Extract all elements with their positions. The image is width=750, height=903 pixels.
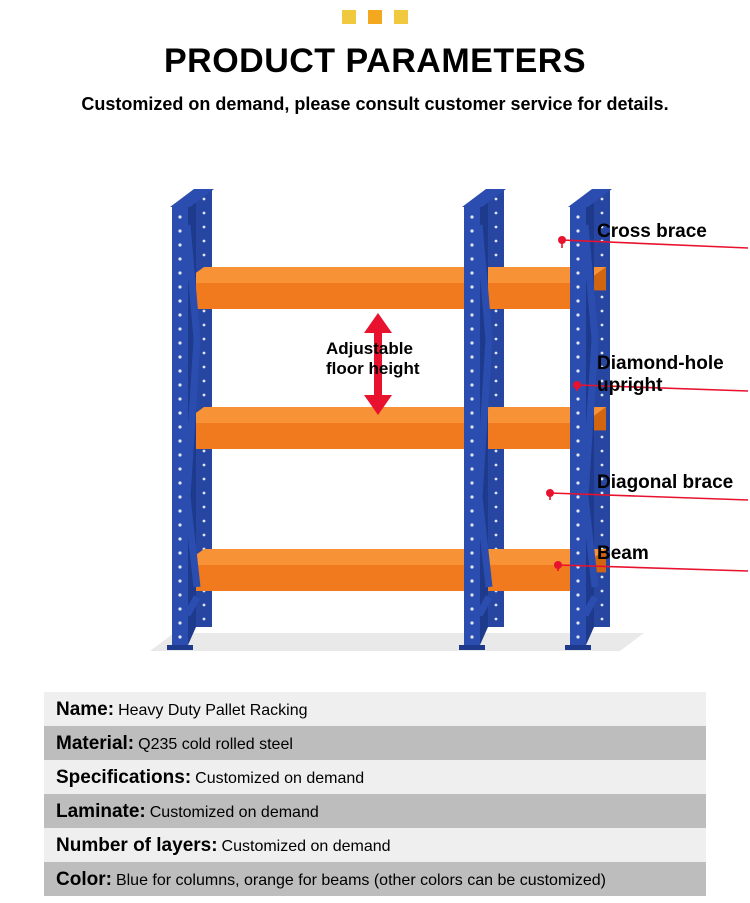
decor-square-2 (368, 10, 382, 24)
spec-key: Color: (56, 869, 112, 890)
spec-value: Customized on demand (222, 838, 391, 855)
callout-diamond-hole: Diamond-holeupright (597, 353, 724, 397)
spec-key: Specifications: (56, 767, 191, 788)
spec-value: Customized on demand (195, 770, 364, 787)
page-subtitle: Customized on demand, please consult cus… (0, 94, 750, 115)
spec-row: Laminate:Customized on demand (44, 794, 706, 828)
callout-beam: Beam (597, 543, 649, 565)
decor-square-3 (394, 10, 408, 24)
spec-table: Name:Heavy Duty Pallet RackingMaterial:Q… (44, 692, 706, 896)
spec-value: Blue for columns, orange for beams (othe… (116, 872, 606, 889)
adjustable-height-label: Adjustable floor height (326, 339, 419, 378)
callout-cross-brace: Cross brace (597, 221, 707, 243)
spec-key: Laminate: (56, 801, 146, 822)
spec-row: Color:Blue for columns, orange for beams… (44, 862, 706, 896)
decor-squares (0, 10, 750, 29)
spec-value: Customized on demand (150, 804, 319, 821)
adjustable-height-line1: Adjustable (326, 339, 413, 358)
spec-key: Number of layers: (56, 835, 218, 856)
spec-row: Number of layers:Customized on demand (44, 828, 706, 862)
spec-value: Heavy Duty Pallet Racking (118, 702, 307, 719)
spec-key: Name: (56, 699, 114, 720)
callout-diagonal-brace: Diagonal brace (597, 472, 733, 494)
spec-row: Specifications:Customized on demand (44, 760, 706, 794)
page: PRODUCT PARAMETERS Customized on demand,… (0, 0, 750, 903)
rack-diagram: Adjustable floor height Cross brace Diamo… (0, 165, 750, 670)
spec-value: Q235 cold rolled steel (138, 736, 293, 753)
spec-row: Material:Q235 cold rolled steel (44, 726, 706, 760)
adjustable-height-line2: floor height (326, 359, 419, 378)
spec-key: Material: (56, 733, 134, 754)
page-title: PRODUCT PARAMETERS (0, 42, 750, 81)
spec-row: Name:Heavy Duty Pallet Racking (44, 692, 706, 726)
decor-square-1 (342, 10, 356, 24)
